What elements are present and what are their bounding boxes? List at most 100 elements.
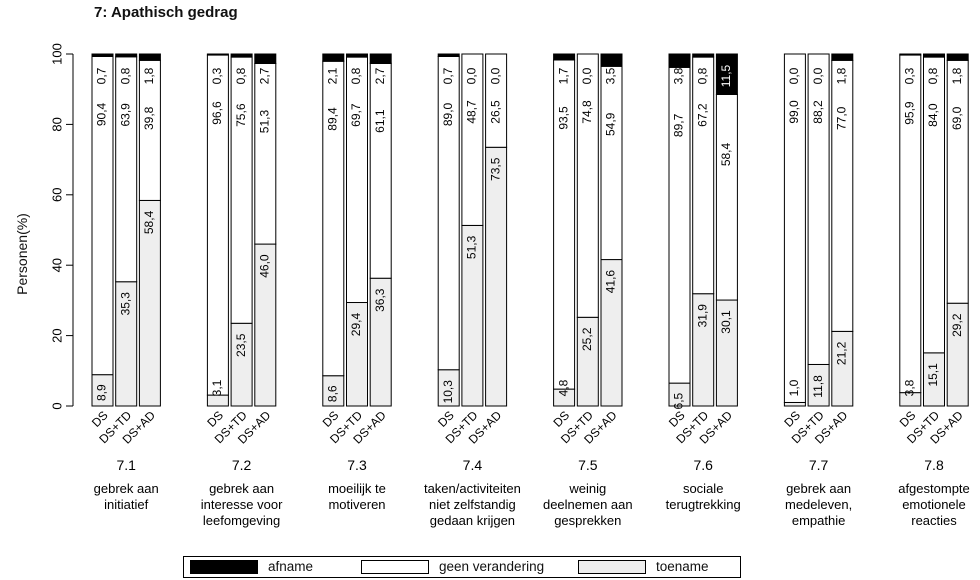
group-description: motiveren xyxy=(328,497,385,512)
bar-segment-geen-verandering xyxy=(485,53,508,148)
data-label-afname: 1,8 xyxy=(950,67,964,84)
group-description: reacties xyxy=(911,513,957,528)
data-label-geen-verandering: 26,5 xyxy=(488,100,502,124)
bar-segment-geen-verandering xyxy=(715,93,738,301)
data-label-toename: 1,0 xyxy=(787,379,801,396)
bar-segment-geen-verandering xyxy=(692,56,715,295)
data-label-toename: 25,2 xyxy=(580,327,594,351)
legend-item-toename: toename xyxy=(578,559,709,574)
y-tick-label: 60 xyxy=(49,188,64,202)
data-label-geen-verandering: 69,7 xyxy=(349,103,363,127)
data-label-geen-verandering: 54,9 xyxy=(604,112,618,136)
data-label-toename: 46,0 xyxy=(257,254,271,278)
bar-segment-afname xyxy=(668,53,691,68)
group-description: moeilijk te xyxy=(328,481,386,496)
y-tick-label: 20 xyxy=(49,328,64,342)
group-description: gebrek aan xyxy=(786,481,851,496)
group-code: 7.7 xyxy=(809,457,829,473)
bar-segment-afname xyxy=(346,53,368,58)
bar-segment-afname xyxy=(369,53,392,65)
bar-segment-afname xyxy=(138,53,161,61)
data-label-afname: 2,7 xyxy=(257,67,271,84)
group-description: weinig xyxy=(568,481,606,496)
data-label-toename: 10,3 xyxy=(441,380,455,404)
data-label-afname: 0,0 xyxy=(580,67,594,84)
data-label-toename: 31,9 xyxy=(695,304,709,328)
data-label-geen-verandering: 69,0 xyxy=(950,106,964,130)
y-tick-label: 80 xyxy=(49,117,64,131)
data-label-geen-verandering: 88,2 xyxy=(811,100,825,124)
group-description: sociale xyxy=(683,481,723,496)
data-label-geen-verandering: 74,8 xyxy=(580,100,594,124)
data-label-afname: 1,8 xyxy=(834,67,848,84)
data-label-toename: 8,9 xyxy=(95,384,109,401)
data-label-toename: 30,1 xyxy=(719,310,733,334)
group-code: 7.1 xyxy=(116,457,136,473)
data-label-geen-verandering: 67,2 xyxy=(695,103,709,127)
bar-segment-geen-verandering xyxy=(807,53,830,365)
data-label-toename: 41,6 xyxy=(604,270,618,294)
bar-segment-afname xyxy=(115,53,138,58)
data-label-toename: 51,3 xyxy=(465,235,479,259)
bar-segment-afname xyxy=(692,53,715,58)
data-label-toename: 36,3 xyxy=(373,288,387,312)
bar-segment-geen-verandering xyxy=(254,63,277,245)
bar-segment-afname xyxy=(91,53,114,57)
bar-segment-afname xyxy=(206,53,229,56)
data-label-geen-verandering: 89,4 xyxy=(325,107,339,131)
group-description: initiatief xyxy=(104,497,148,512)
data-label-geen-verandering: 89,7 xyxy=(672,113,686,137)
chart-title: 7: Apathisch gedrag xyxy=(94,4,238,21)
group-description: empathie xyxy=(792,513,845,528)
bar-segment-afname xyxy=(715,53,738,95)
y-tick-label: 100 xyxy=(49,43,64,65)
group-description: gesprekken xyxy=(554,513,621,528)
data-label-afname: 0,0 xyxy=(811,67,825,84)
data-label-afname: 3,8 xyxy=(672,67,686,84)
bar-segment-afname xyxy=(230,53,253,58)
data-label-afname: 0,7 xyxy=(95,67,109,84)
group-description: niet zelfstandig xyxy=(429,497,516,512)
bar-segment-afname xyxy=(553,53,576,61)
data-label-geen-verandering: 90,4 xyxy=(95,102,109,126)
legend-item-geen-verandering: geen verandering xyxy=(361,559,544,574)
data-label-afname: 11,5 xyxy=(719,64,733,87)
legend-item-afname: afname xyxy=(190,559,313,574)
data-label-geen-verandering: 51,3 xyxy=(257,110,271,134)
data-label-afname: 0,3 xyxy=(902,67,916,84)
data-label-afname: 1,7 xyxy=(556,67,570,84)
data-label-toename: 11,8 xyxy=(811,375,825,398)
bar-segment-geen-verandering xyxy=(946,59,969,304)
data-label-toename: 29,4 xyxy=(349,313,363,337)
data-label-geen-verandering: 48,7 xyxy=(465,100,479,124)
group-description: emotionele xyxy=(902,497,966,512)
bar-segment-geen-verandering xyxy=(923,56,945,354)
data-label-toename: 3,8 xyxy=(902,379,916,396)
group-description: terugtrekking xyxy=(666,497,741,512)
bar-segment-geen-verandering xyxy=(783,53,806,403)
group-code: 7.6 xyxy=(693,457,713,473)
bar-segment-afname xyxy=(322,53,345,62)
group-description: afgestompte xyxy=(898,481,970,496)
legend-swatch-geen-verandering xyxy=(361,559,429,574)
group-description: deelnemen aan xyxy=(543,497,633,512)
data-label-toename: 6,5 xyxy=(672,392,686,409)
data-label-geen-verandering: 63,9 xyxy=(118,103,132,127)
data-label-afname: 2,7 xyxy=(373,67,387,84)
data-label-geen-verandering: 84,0 xyxy=(926,103,940,127)
data-label-geen-verandering: 39,8 xyxy=(142,106,156,130)
group-code: 7.5 xyxy=(578,457,598,473)
legend-label-geen-verandering: geen verandering xyxy=(439,559,545,574)
group-code: 7.3 xyxy=(347,457,367,473)
data-label-afname: 0,8 xyxy=(695,67,709,84)
bar-segment-geen-verandering xyxy=(230,56,253,324)
legend-swatch-afname xyxy=(190,559,258,574)
data-label-geen-verandering: 89,0 xyxy=(441,102,455,126)
data-label-geen-verandering: 96,6 xyxy=(210,101,224,125)
data-label-afname: 0,8 xyxy=(118,67,132,84)
data-label-afname: 3,5 xyxy=(604,67,618,84)
data-label-toename: 3,1 xyxy=(210,379,224,396)
bar-segment-afname xyxy=(437,53,460,57)
bar-segment-afname xyxy=(923,53,945,58)
group-description: gebrek aan xyxy=(209,481,274,496)
